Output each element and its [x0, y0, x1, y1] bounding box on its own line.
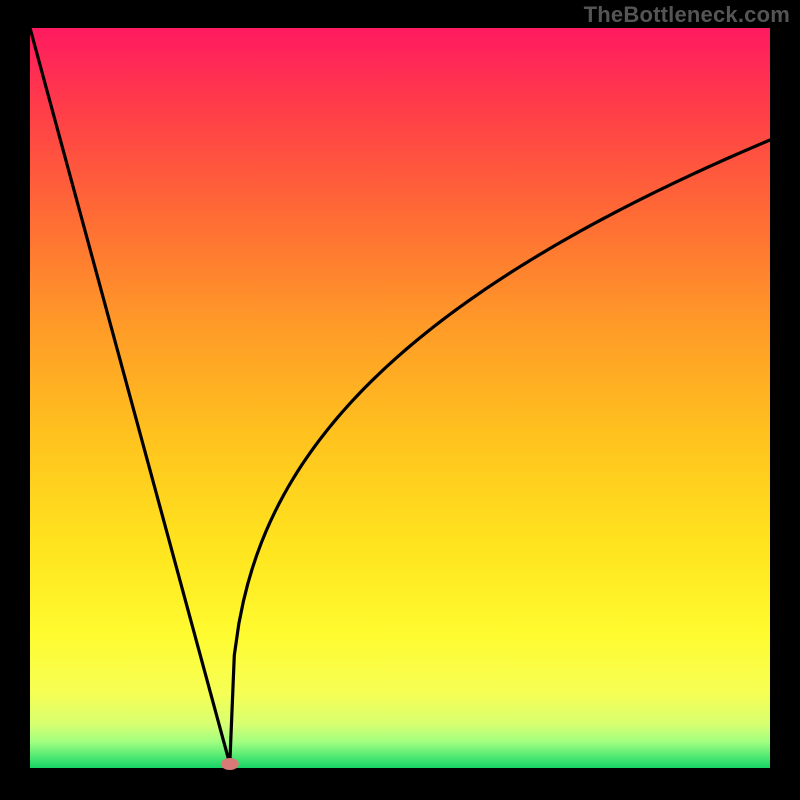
vertex-marker	[221, 758, 239, 770]
plot-area-rect	[30, 28, 770, 768]
outer-frame: TheBottleneck.com	[0, 0, 800, 800]
plot-svg	[0, 0, 800, 800]
watermark-text: TheBottleneck.com	[584, 2, 790, 28]
